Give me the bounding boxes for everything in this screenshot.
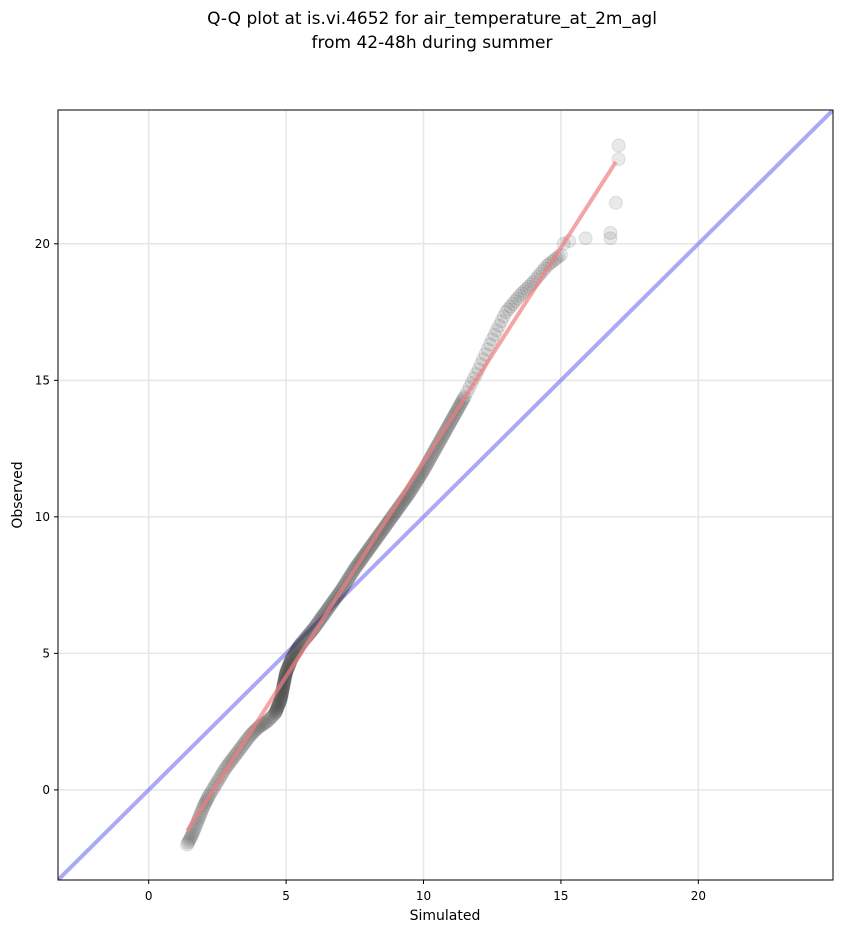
data-point-74 bbox=[268, 704, 283, 719]
y-axis-label: Observed bbox=[10, 461, 26, 528]
chart-title-line-2: from 42-48h during summer bbox=[312, 33, 553, 53]
data-point-79 bbox=[270, 699, 285, 714]
data-point-82 bbox=[272, 696, 287, 711]
data-point-81 bbox=[271, 697, 286, 712]
data-point-67 bbox=[261, 713, 276, 728]
data-point-77 bbox=[270, 701, 285, 716]
data-point-65 bbox=[258, 715, 273, 730]
data-point-321 bbox=[482, 337, 497, 352]
y-tick-label-2: 10 bbox=[35, 510, 50, 524]
data-point-324 bbox=[489, 323, 504, 338]
data-point-333 bbox=[510, 291, 525, 306]
data-point-66 bbox=[259, 714, 274, 729]
data-point-84 bbox=[272, 694, 287, 709]
plot-frame bbox=[57, 109, 834, 881]
data-point-2 bbox=[181, 833, 196, 848]
x-axis-label: Simulated bbox=[410, 908, 481, 924]
y-tick-label-0: 0 bbox=[42, 783, 50, 797]
axis-ticks: 0 5 10 15 20 0 5 10 15 20 bbox=[35, 237, 706, 903]
data-point-331 bbox=[505, 296, 520, 311]
data-point-0 bbox=[180, 837, 195, 852]
chart-title-line-1: Q-Q plot at is.vi.4652 for air_temperatu… bbox=[207, 9, 657, 29]
x-tick-label-2: 10 bbox=[416, 889, 431, 903]
data-point-360 bbox=[611, 138, 626, 153]
y-tick-label-3: 15 bbox=[35, 373, 50, 387]
data-point-70 bbox=[265, 709, 280, 724]
data-point-1 bbox=[181, 835, 196, 850]
data-point-76 bbox=[269, 702, 284, 717]
data-point-68 bbox=[262, 711, 277, 726]
data-point-332 bbox=[508, 294, 523, 309]
data-point-322 bbox=[485, 332, 500, 347]
data-point-85 bbox=[273, 693, 288, 708]
data-point-330 bbox=[503, 299, 518, 314]
data-point-72 bbox=[268, 706, 283, 721]
x-tick-label-0: 0 bbox=[145, 889, 153, 903]
data-point-83 bbox=[272, 695, 287, 710]
grid-lines bbox=[58, 110, 833, 880]
data-point-4 bbox=[183, 830, 198, 845]
data-point-69 bbox=[263, 710, 278, 725]
identity-line bbox=[58, 110, 833, 880]
data-point-78 bbox=[270, 700, 285, 715]
data-point-327 bbox=[496, 309, 511, 324]
data-point-323 bbox=[487, 327, 502, 342]
data-point-75 bbox=[269, 703, 284, 718]
data-point-356 bbox=[603, 231, 618, 246]
data-point-358 bbox=[608, 195, 623, 210]
data-point-3 bbox=[182, 832, 197, 847]
x-tick-label-4: 20 bbox=[691, 889, 706, 903]
data-point-357 bbox=[603, 225, 618, 240]
data-point-355 bbox=[578, 231, 593, 246]
data-point-5 bbox=[184, 828, 199, 843]
plot-area bbox=[58, 110, 833, 880]
y-tick-label-1: 5 bbox=[42, 646, 50, 660]
x-tick-label-1: 5 bbox=[282, 889, 290, 903]
data-point-80 bbox=[271, 698, 286, 713]
data-point-86 bbox=[273, 692, 288, 707]
data-point-73 bbox=[268, 705, 283, 720]
data-point-334 bbox=[512, 288, 527, 303]
data-point-335 bbox=[514, 286, 529, 301]
data-point-325 bbox=[492, 318, 507, 333]
data-point-326 bbox=[494, 314, 509, 329]
data-point-71 bbox=[266, 707, 281, 722]
data-point-87 bbox=[273, 691, 288, 706]
data-point-328 bbox=[498, 305, 513, 320]
fit-line bbox=[185, 160, 618, 832]
y-tick-label-4: 20 bbox=[35, 237, 50, 251]
x-tick-label-3: 15 bbox=[553, 889, 568, 903]
data-point-329 bbox=[501, 302, 516, 317]
